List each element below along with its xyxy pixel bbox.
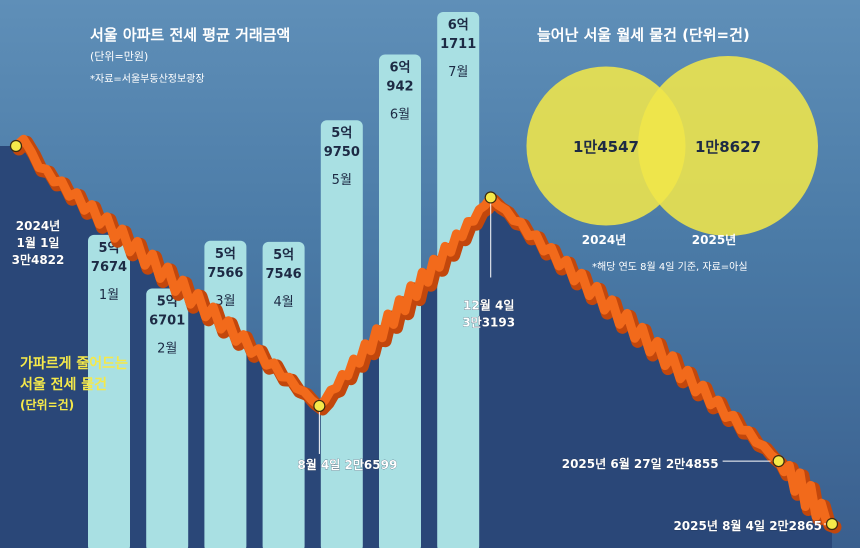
bar-value-label: 5억 [157, 295, 178, 310]
point-annotation: 3만3193 [462, 314, 515, 329]
bar-value-label: 7674 [91, 260, 127, 275]
bar-3 [204, 240, 247, 548]
bar-category-label: 5월 [332, 173, 352, 188]
bar-value-label: 7566 [207, 266, 243, 281]
bubble-note: *해당 연도 8월 4일 기준, 자료=아실 [592, 262, 748, 273]
line-label-1: 가파르게 줄어드는 [20, 356, 128, 372]
bubble-group: 1만4547 2024년 1만8627 2025년 [526, 56, 818, 247]
chart-source: *자료=서울부동산정보광장 [90, 74, 205, 85]
bar-value-label: 7546 [266, 267, 302, 282]
bubble-title: 늘어난 서울 월세 물건 (단위=건) [537, 26, 750, 44]
bar-category-label: 6월 [390, 107, 410, 122]
point-annotation: 3만4822 [12, 252, 65, 267]
point-marker-3 [484, 191, 497, 204]
bar-value-label: 1711 [440, 37, 476, 52]
line-label-2: 서울 전세 물건 [20, 377, 108, 393]
marker-group [9, 139, 839, 531]
bar-value-label: 9750 [324, 145, 360, 160]
listings-line [11, 134, 837, 529]
point-annotation: 12월 4일 [463, 297, 514, 312]
bubble-category-label: 2024년 [582, 233, 626, 247]
point-marker-1 [9, 139, 23, 153]
point-annotation: 1월 1일 [17, 235, 60, 250]
bar-category-label: 7월 [448, 65, 468, 80]
bar-category-label: 2월 [157, 342, 177, 357]
bar-value-label: 5억 [215, 247, 236, 262]
point-annotation: 2025년 8월 4일 2만2865 [673, 518, 822, 533]
point-marker-5 [825, 517, 839, 531]
bar-value-label: 5억 [331, 126, 352, 141]
bubble-category-label: 2025년 [692, 233, 736, 247]
point-annotation: 2025년 6월 27일 2만4855 [562, 456, 719, 471]
bar-value-label: 6억 [389, 60, 410, 75]
point-marker-4 [772, 454, 785, 468]
annotation-group: 2024년 1월 1일 3만4822 8월 4일 2만6599 12월 4일 3만3193… [11, 203, 826, 533]
bubble-2 [638, 56, 818, 236]
bar-2 [146, 288, 189, 548]
bubble-value-label: 1만8627 [695, 138, 761, 156]
chart-unit: (단위=만원) [90, 50, 149, 63]
line-label-3: (단위=건) [20, 398, 75, 412]
bubble-value-label: 1만4547 [573, 138, 639, 156]
bar-value-label: 942 [386, 79, 413, 94]
chart-title: 서울 아파트 전세 평균 거래금액 [90, 26, 291, 44]
bar-7 [437, 12, 480, 548]
point-annotation: 8월 4일 2만6599 [297, 457, 397, 472]
point-marker-2 [313, 399, 326, 413]
bar-value-label: 5억 [273, 248, 294, 263]
bar-4 [262, 241, 305, 548]
point-annotation: 2024년 [16, 219, 60, 233]
bar-value-label: 6701 [149, 314, 185, 329]
bar-value-label: 6억 [448, 18, 469, 33]
bar-category-label: 4월 [273, 295, 293, 310]
bar-5 [320, 120, 363, 548]
bar-category-label: 1월 [99, 288, 119, 303]
bar-1 [88, 234, 130, 548]
bubble-1 [526, 66, 686, 226]
